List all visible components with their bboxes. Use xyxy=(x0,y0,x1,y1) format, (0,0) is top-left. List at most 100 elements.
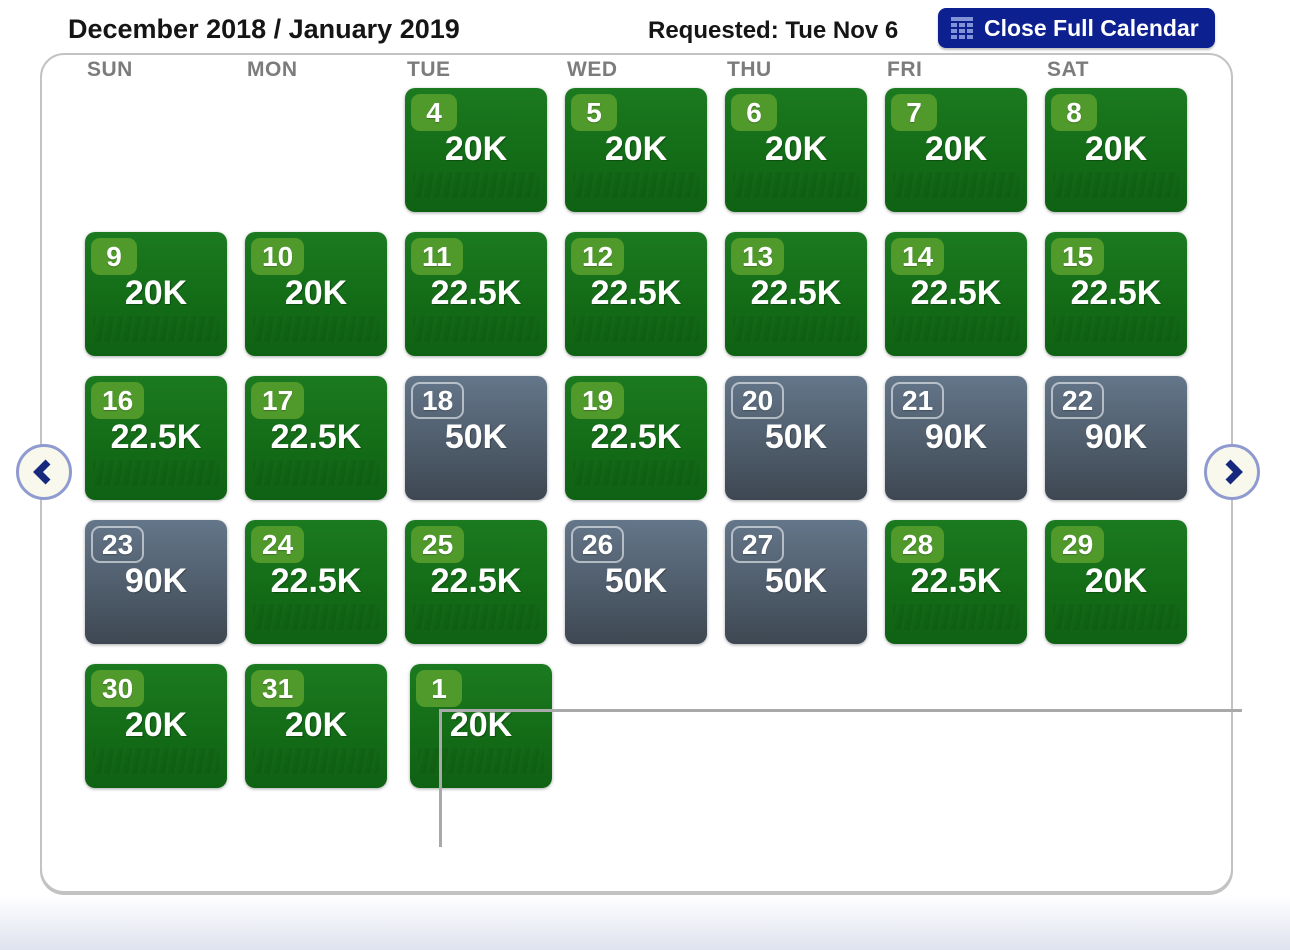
chevron-left-icon xyxy=(30,458,58,486)
day-number-badge: 31 xyxy=(251,670,305,707)
award-price: 22.5K xyxy=(910,274,1002,312)
calendar-day-tile-december-26[interactable]: 26 50K xyxy=(565,520,707,644)
award-price: 20K xyxy=(449,706,513,744)
calendar-day-tile-december-25[interactable]: 25 22.5K xyxy=(405,520,547,644)
award-price: 20K xyxy=(924,130,988,168)
calendar-panel: SUN MON TUE WED THU FRI SAT 4 20K 5 20K 6 20K 7 20K 8 2… xyxy=(40,53,1242,893)
day-header-thu: THU xyxy=(727,58,772,81)
day-number-badge: 5 xyxy=(571,94,617,131)
day-number-badge: 10 xyxy=(251,238,305,275)
award-price: 22.5K xyxy=(1070,274,1162,312)
calendar-day-tile-december-18[interactable]: 18 50K xyxy=(405,376,547,500)
calendar-day-tile-december-24[interactable]: 24 22.5K xyxy=(245,520,387,644)
award-price: 20K xyxy=(764,130,828,168)
award-price: 90K xyxy=(124,562,188,600)
calendar-day-tile-december-5[interactable]: 5 20K xyxy=(565,88,707,212)
award-price: 50K xyxy=(764,418,828,456)
calendar-day-tile-december-12[interactable]: 12 22.5K xyxy=(565,232,707,356)
calendar-day-tile-december-10[interactable]: 10 20K xyxy=(245,232,387,356)
close-full-calendar-button[interactable]: Close Full Calendar xyxy=(938,8,1215,48)
calendar-day-tile-december-4[interactable]: 4 20K xyxy=(405,88,547,212)
day-number-badge: 13 xyxy=(731,238,785,275)
award-price: 22.5K xyxy=(910,562,1002,600)
previous-month-button[interactable] xyxy=(16,444,72,500)
award-price: 22.5K xyxy=(110,418,202,456)
day-number-badge: 21 xyxy=(891,382,945,419)
january-section-divider-left xyxy=(439,709,442,847)
day-number-badge: 24 xyxy=(251,526,305,563)
calendar-day-tile-december-27[interactable]: 27 50K xyxy=(725,520,867,644)
award-price: 20K xyxy=(284,706,348,744)
day-number-badge: 30 xyxy=(91,670,145,707)
calendar-day-tile-december-30[interactable]: 30 20K xyxy=(85,664,227,788)
day-number-badge: 11 xyxy=(411,238,463,275)
day-header-sun: SUN xyxy=(87,58,133,81)
day-number-badge: 23 xyxy=(91,526,145,563)
award-price: 50K xyxy=(604,562,668,600)
day-number-badge: 29 xyxy=(1051,526,1105,563)
day-header-tue: TUE xyxy=(407,58,451,81)
day-number-badge: 17 xyxy=(251,382,305,419)
day-number-badge: 4 xyxy=(411,94,457,131)
award-price: 22.5K xyxy=(430,274,522,312)
award-price: 20K xyxy=(1084,562,1148,600)
day-number-badge: 14 xyxy=(891,238,945,275)
day-header-fri: FRI xyxy=(887,58,923,81)
page-title: December 2018 / January 2019 xyxy=(68,14,460,44)
award-price: 20K xyxy=(604,130,668,168)
calendar-day-tile-december-28[interactable]: 28 22.5K xyxy=(885,520,1027,644)
next-month-button[interactable] xyxy=(1204,444,1260,500)
day-header-wed: WED xyxy=(567,58,618,81)
january-section-divider-top xyxy=(440,709,1242,712)
day-number-badge: 25 xyxy=(411,526,465,563)
day-number-badge: 18 xyxy=(411,382,465,419)
calendar-day-tile-december-9[interactable]: 9 20K xyxy=(85,232,227,356)
day-number-badge: 28 xyxy=(891,526,945,563)
calendar-day-tile-december-15[interactable]: 15 22.5K xyxy=(1045,232,1187,356)
calendar-day-tile-december-11[interactable]: 11 22.5K xyxy=(405,232,547,356)
calendar-day-tile-december-23[interactable]: 23 90K xyxy=(85,520,227,644)
day-number-badge: 12 xyxy=(571,238,625,275)
award-price: 20K xyxy=(444,130,508,168)
calendar-day-tile-december-16[interactable]: 16 22.5K xyxy=(85,376,227,500)
day-number-badge: 7 xyxy=(891,94,937,131)
award-price: 50K xyxy=(764,562,828,600)
calendar-day-tile-december-21[interactable]: 21 90K xyxy=(885,376,1027,500)
award-price: 20K xyxy=(1084,130,1148,168)
award-price: 22.5K xyxy=(270,562,362,600)
calendar-day-tile-january-1[interactable]: 1 20K xyxy=(410,664,552,788)
calendar-day-tile-december-29[interactable]: 29 20K xyxy=(1045,520,1187,644)
day-header-mon: MON xyxy=(247,58,298,81)
day-number-badge: 22 xyxy=(1051,382,1105,419)
requested-date-label: Requested: Tue Nov 6 xyxy=(648,17,899,44)
day-number-badge: 20 xyxy=(731,382,785,419)
day-number-badge: 15 xyxy=(1051,238,1105,275)
calendar-day-tile-december-19[interactable]: 19 22.5K xyxy=(565,376,707,500)
calendar-day-tile-december-6[interactable]: 6 20K xyxy=(725,88,867,212)
award-price: 90K xyxy=(1084,418,1148,456)
calendar-day-tile-december-13[interactable]: 13 22.5K xyxy=(725,232,867,356)
calendar-day-tile-december-20[interactable]: 20 50K xyxy=(725,376,867,500)
day-number-badge: 27 xyxy=(731,526,785,563)
award-price: 50K xyxy=(444,418,508,456)
calendar-day-tile-december-7[interactable]: 7 20K xyxy=(885,88,1027,212)
calendar-day-tile-december-22[interactable]: 22 90K xyxy=(1045,376,1187,500)
day-number-badge: 19 xyxy=(571,382,625,419)
calendar-day-tile-december-31[interactable]: 31 20K xyxy=(245,664,387,788)
award-price: 20K xyxy=(284,274,348,312)
day-header-sat: SAT xyxy=(1047,58,1089,81)
day-number-badge: 6 xyxy=(731,94,777,131)
day-number-badge: 8 xyxy=(1051,94,1097,131)
award-price: 22.5K xyxy=(270,418,362,456)
calendar-grid-icon xyxy=(950,16,974,40)
calendar-day-tile-december-17[interactable]: 17 22.5K xyxy=(245,376,387,500)
award-price: 90K xyxy=(924,418,988,456)
award-price: 22.5K xyxy=(590,418,682,456)
day-number-badge: 26 xyxy=(571,526,625,563)
day-number-badge: 16 xyxy=(91,382,145,419)
calendar-day-tile-december-8[interactable]: 8 20K xyxy=(1045,88,1187,212)
page-bottom-gradient xyxy=(0,895,1290,950)
calendar-day-tile-december-14[interactable]: 14 22.5K xyxy=(885,232,1027,356)
day-number-badge: 9 xyxy=(91,238,137,275)
